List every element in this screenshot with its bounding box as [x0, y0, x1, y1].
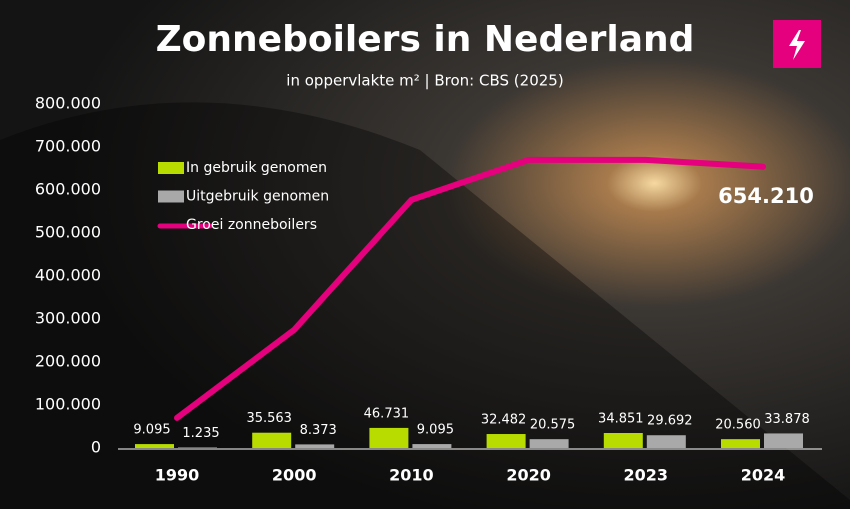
bar-value-label: 34.851 [598, 412, 644, 427]
y-tick-label: 300.000 [35, 309, 101, 328]
chart-title: Zonneboilers in Nederland [156, 19, 695, 60]
bar-value-label: 20.560 [715, 418, 761, 433]
x-tick-label: 2000 [272, 466, 317, 485]
x-tick-label: 2023 [624, 466, 669, 485]
bar [252, 432, 292, 448]
bar [529, 439, 569, 448]
bar-value-label: 32.482 [481, 413, 527, 428]
bar [135, 444, 174, 448]
bar [295, 444, 335, 448]
bar [764, 433, 803, 448]
chart-subtitle: in oppervlakte m² | Bron: CBS (2025) [286, 72, 563, 90]
bar-value-label: 8.373 [300, 423, 337, 438]
x-tick-label: 2020 [506, 466, 551, 485]
bar [412, 444, 452, 448]
bar [178, 447, 217, 448]
y-tick-label: 800.000 [35, 94, 101, 113]
y-tick-label: 200.000 [35, 352, 101, 371]
bar-value-label: 1.235 [182, 426, 219, 441]
bar-value-label: 33.878 [764, 412, 810, 427]
logo-icon [789, 30, 805, 60]
bar-value-label: 46.731 [364, 406, 410, 421]
bar-value-label: 35.563 [246, 411, 292, 426]
bar [369, 427, 409, 448]
x-tick-label: 1990 [155, 466, 200, 485]
bar-value-label: 9.095 [417, 423, 454, 438]
x-tick-label: 2010 [389, 466, 434, 485]
background-shade [0, 102, 850, 509]
legend-label: In gebruik genomen [186, 160, 327, 176]
bar [603, 433, 643, 448]
bar-value-label: 9.095 [133, 423, 170, 438]
bar-value-label: 29.692 [647, 414, 693, 429]
legend-label: Uitgebruik genomen [186, 189, 329, 205]
bar [646, 435, 686, 448]
y-tick-label: 0 [91, 438, 101, 457]
y-tick-label: 700.000 [35, 137, 101, 156]
line [174, 156, 766, 421]
line-value-label: 654.210 [718, 184, 814, 208]
y-tick-label: 400.000 [35, 266, 101, 285]
bar-value-label: 20.575 [530, 418, 576, 433]
legend-label: Groei zonneboilers [186, 217, 317, 233]
legend-swatch [158, 162, 184, 174]
bar [486, 434, 526, 448]
y-tick-label: 600.000 [35, 180, 101, 199]
bar [721, 439, 760, 448]
y-tick-label: 100.000 [35, 395, 101, 414]
legend-swatch [158, 190, 184, 203]
y-tick-label: 500.000 [35, 223, 101, 242]
x-tick-label: 2024 [741, 466, 786, 485]
